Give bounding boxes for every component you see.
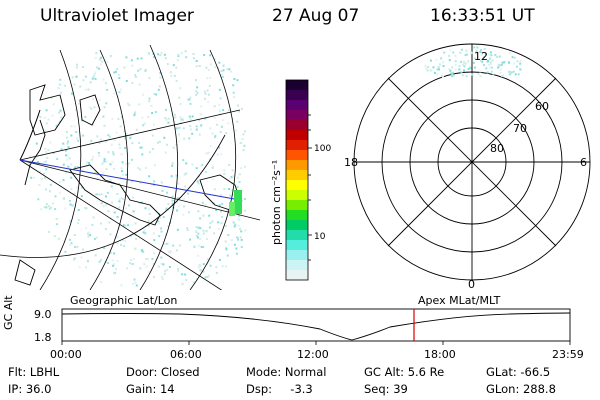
info-glon: GLon: 288.8 bbox=[486, 382, 556, 396]
info-door: Door: Closed bbox=[126, 365, 200, 379]
lat-label-80: 80 bbox=[490, 142, 504, 155]
polar-plot: 12 18 6 0 60 70 80 bbox=[344, 43, 591, 290]
altitude-curve bbox=[61, 312, 571, 341]
coastline bbox=[29, 84, 66, 136]
info-glat: GLat: -66.5 bbox=[486, 365, 551, 379]
colorbar-band bbox=[286, 90, 308, 101]
lon-arc bbox=[39, 49, 82, 290]
satellite-track bbox=[19, 159, 241, 201]
coastline bbox=[79, 94, 101, 126]
dayglow-strip bbox=[229, 190, 242, 216]
lon-arc bbox=[89, 49, 129, 290]
colorbar-band bbox=[286, 240, 308, 251]
colorbar-band bbox=[286, 260, 308, 271]
info-flt: Flt: LBHL bbox=[8, 365, 60, 379]
geographic-map bbox=[0, 44, 260, 290]
timeline-left-caption: Geographic Lat/Lon bbox=[70, 294, 178, 307]
colorbar-band bbox=[286, 200, 308, 211]
coastline bbox=[24, 119, 46, 186]
lon-arc bbox=[189, 49, 237, 290]
colorbar-band bbox=[286, 120, 308, 131]
colorbar-band bbox=[286, 180, 308, 191]
coastline bbox=[14, 259, 36, 286]
colorbar-tick-10: 10 bbox=[314, 232, 326, 242]
colorbar-band bbox=[286, 230, 308, 241]
lat-line bbox=[19, 109, 241, 161]
altitude-timeline bbox=[61, 308, 571, 345]
colorbar-band bbox=[286, 80, 308, 91]
lat-label-60: 60 bbox=[535, 100, 549, 113]
lat-line bbox=[19, 159, 223, 290]
colorbar-unit-label: photon cm⁻²s⁻¹ bbox=[270, 160, 283, 245]
mlt-label-12: 12 bbox=[474, 50, 488, 63]
polar-diagonal bbox=[387, 77, 557, 247]
info-gain: Gain: 14 bbox=[126, 382, 175, 396]
lat-line bbox=[19, 159, 260, 221]
colorbar-tick-100: 100 bbox=[314, 144, 331, 154]
earth-limb bbox=[19, 109, 41, 161]
color-scale-gradient bbox=[286, 80, 308, 281]
date-label: 27 Aug 07 bbox=[272, 6, 360, 26]
info-ip: IP: 36.0 bbox=[8, 382, 52, 396]
lon-arc bbox=[139, 44, 179, 290]
timeline-y-top: 9.0 bbox=[34, 308, 52, 321]
colorbar-band bbox=[286, 210, 308, 221]
colorbar-band bbox=[286, 100, 308, 111]
x-tick-1800: 18:00 bbox=[424, 348, 456, 361]
instrument-title: Ultraviolet Imager bbox=[40, 6, 194, 26]
timeline-y-bottom: 1.8 bbox=[34, 331, 52, 344]
x-tick-2359: 23:59 bbox=[552, 348, 584, 361]
info-mode: Mode: Normal bbox=[246, 365, 327, 379]
coastline bbox=[69, 164, 161, 226]
colorbar-band bbox=[286, 140, 308, 151]
x-tick-0600: 06:00 bbox=[170, 348, 202, 361]
auroral-emission-speckle bbox=[28, 50, 247, 287]
mlt-label-18: 18 bbox=[344, 156, 358, 169]
info-gc-alt: GC Alt: 5.6 Re bbox=[364, 365, 445, 379]
timeline-right-caption: Apex MLat/MLT bbox=[418, 294, 501, 307]
colorbar-band bbox=[286, 170, 308, 181]
x-tick-0000: 00:00 bbox=[50, 348, 82, 361]
colorbar-band bbox=[286, 160, 308, 171]
colorbar-band bbox=[286, 110, 308, 121]
colorbar-band bbox=[286, 190, 308, 201]
time-label: 16:33:51 UT bbox=[430, 6, 535, 26]
info-dsp: Dsp: -3.3 bbox=[246, 382, 313, 396]
colorbar-band bbox=[286, 250, 308, 261]
lat-label-70: 70 bbox=[513, 122, 527, 135]
polar-emission-speckle bbox=[424, 46, 522, 78]
mlt-label-0: 0 bbox=[468, 278, 475, 290]
colorbar-band bbox=[286, 270, 308, 281]
info-seq: Seq: 39 bbox=[364, 382, 408, 396]
color-scale-bar: 100 10 photon cm⁻²s⁻¹ bbox=[270, 79, 331, 281]
colorbar-band bbox=[286, 130, 308, 141]
x-tick-1200: 12:00 bbox=[297, 348, 329, 361]
colorbar-band bbox=[286, 220, 308, 231]
mlt-label-6: 6 bbox=[580, 156, 587, 169]
timeline-axis-label: GC Alt bbox=[2, 295, 15, 330]
colorbar-band bbox=[286, 150, 308, 161]
lat-arc bbox=[0, 134, 226, 258]
